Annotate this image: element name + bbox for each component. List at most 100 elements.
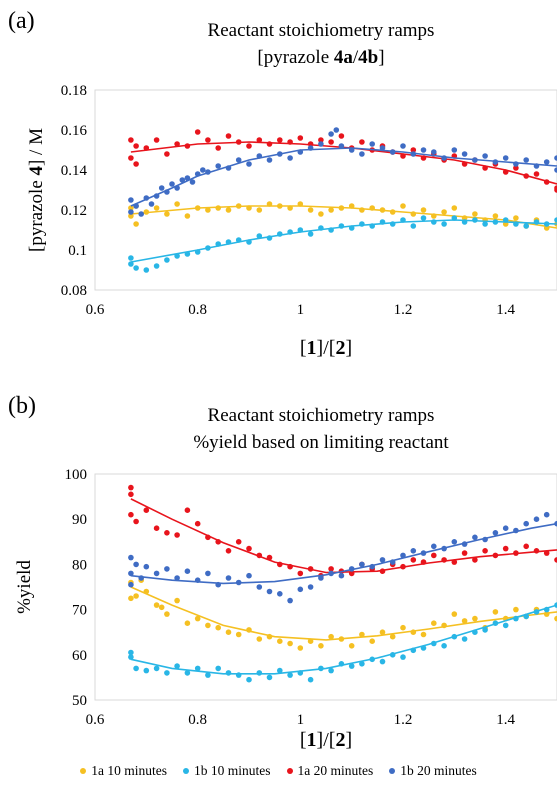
- panel-a-y-tick-label: 0.14: [61, 163, 88, 179]
- data-point: [472, 211, 478, 217]
- data-point: [318, 211, 324, 217]
- panel-b-x-tick-label: 0.6: [86, 712, 105, 728]
- data-point: [523, 543, 529, 550]
- panel-b-x-tick-label: 0.8: [188, 712, 207, 728]
- legend-marker: [389, 768, 396, 774]
- panel-a-y-tick-label: 0.18: [61, 83, 87, 99]
- legend-label: 1b 10 minutes: [194, 763, 271, 778]
- panel-b-y-axis-label: %yield: [14, 560, 35, 614]
- data-point: [128, 155, 134, 161]
- data-point: [205, 622, 211, 629]
- data-point: [328, 633, 334, 640]
- data-point: [359, 151, 365, 157]
- data-point: [287, 640, 293, 647]
- panel-a-y-tick-label: 0.08: [61, 283, 87, 299]
- panel-b-x-axis-label: [1]/[2]: [300, 729, 352, 751]
- data-point: [128, 654, 134, 660]
- data-point: [400, 143, 406, 149]
- data-point: [451, 611, 458, 617]
- panel-b: (b) Reactant stoichiometry ramps %yield …: [8, 393, 557, 751]
- data-point: [194, 129, 201, 135]
- data-point: [256, 137, 263, 143]
- data-point: [128, 137, 134, 143]
- data-point: [164, 566, 170, 572]
- data-point: [225, 548, 232, 554]
- legend-marker: [80, 768, 87, 774]
- data-point: [420, 147, 427, 153]
- panel-a-title-line1: Reactant stoichiometry ramps: [208, 20, 435, 41]
- data-point: [461, 151, 468, 157]
- data-point: [174, 201, 180, 207]
- data-point: [158, 604, 165, 611]
- data-point: [297, 570, 304, 577]
- data-point: [143, 507, 150, 513]
- data-point: [205, 570, 211, 577]
- data-point: [492, 609, 499, 615]
- data-point: [179, 177, 186, 183]
- legend-label: 1a 20 minutes: [297, 763, 374, 778]
- data-point: [225, 575, 232, 581]
- data-point: [189, 179, 196, 185]
- panel-b-y-tick-label: 60: [72, 648, 87, 664]
- panel-b-title-line2: %yield based on limiting reactant: [193, 432, 449, 453]
- data-point: [205, 672, 211, 678]
- panel-b-y-ticks: 50 60 70 80 90 100: [65, 467, 88, 709]
- data-point: [133, 561, 139, 568]
- data-point: [400, 624, 406, 631]
- panel-a-y-axis-label: [pyrazole 4] / M: [26, 128, 47, 252]
- data-point: [143, 267, 150, 273]
- data-point: [133, 665, 139, 672]
- legend-item: 1a 10 minutes: [80, 760, 167, 782]
- data-point: [133, 143, 139, 149]
- data-point: [461, 550, 468, 556]
- data-point: [194, 520, 201, 527]
- data-point: [533, 171, 540, 177]
- data-point: [266, 588, 273, 595]
- panel-b-series: [128, 484, 557, 683]
- data-point: [235, 157, 242, 163]
- data-point: [184, 568, 191, 574]
- panel-a-series-1b-10-minutes: [128, 215, 557, 273]
- panel-a-x-tick-label: 1.4: [496, 302, 515, 318]
- data-point: [369, 141, 376, 147]
- data-point: [215, 163, 221, 169]
- data-point: [554, 217, 557, 223]
- data-point: [287, 155, 293, 161]
- data-point: [128, 491, 134, 498]
- data-point: [502, 525, 509, 531]
- data-point: [318, 643, 324, 649]
- panel-a-x-tick-label: 1.2: [394, 302, 413, 318]
- data-point: [431, 552, 437, 559]
- panel-a-x-tick-label: 0.8: [188, 302, 207, 318]
- trend-line: [130, 219, 557, 263]
- data-point: [256, 584, 263, 590]
- data-point: [246, 143, 252, 149]
- legend-marker: [183, 768, 189, 774]
- data-point: [379, 145, 386, 151]
- data-point: [256, 670, 263, 676]
- panel-a-y-tick-label: 0.12: [61, 203, 87, 219]
- data-point: [502, 622, 509, 629]
- data-point: [143, 667, 150, 674]
- data-point: [502, 545, 509, 552]
- panel-b-label: (b): [8, 393, 36, 419]
- data-point: [148, 201, 155, 207]
- panel-a-x-tick-label: 1: [297, 302, 305, 318]
- trend-line: [130, 522, 557, 585]
- data-point: [420, 207, 427, 213]
- data-point: [184, 620, 191, 626]
- data-point: [297, 135, 304, 141]
- panel-a-y-tick-label: 0.1: [68, 243, 87, 259]
- data-point: [128, 197, 134, 203]
- panel-b-x-tick-label: 1: [297, 712, 305, 728]
- data-point: [451, 539, 458, 545]
- data-point: [451, 147, 458, 153]
- data-point: [174, 597, 180, 604]
- data-point: [513, 606, 519, 613]
- data-point: [184, 213, 191, 219]
- data-point: [338, 143, 345, 149]
- data-point: [133, 518, 139, 525]
- data-point: [492, 213, 499, 219]
- data-point: [128, 205, 134, 211]
